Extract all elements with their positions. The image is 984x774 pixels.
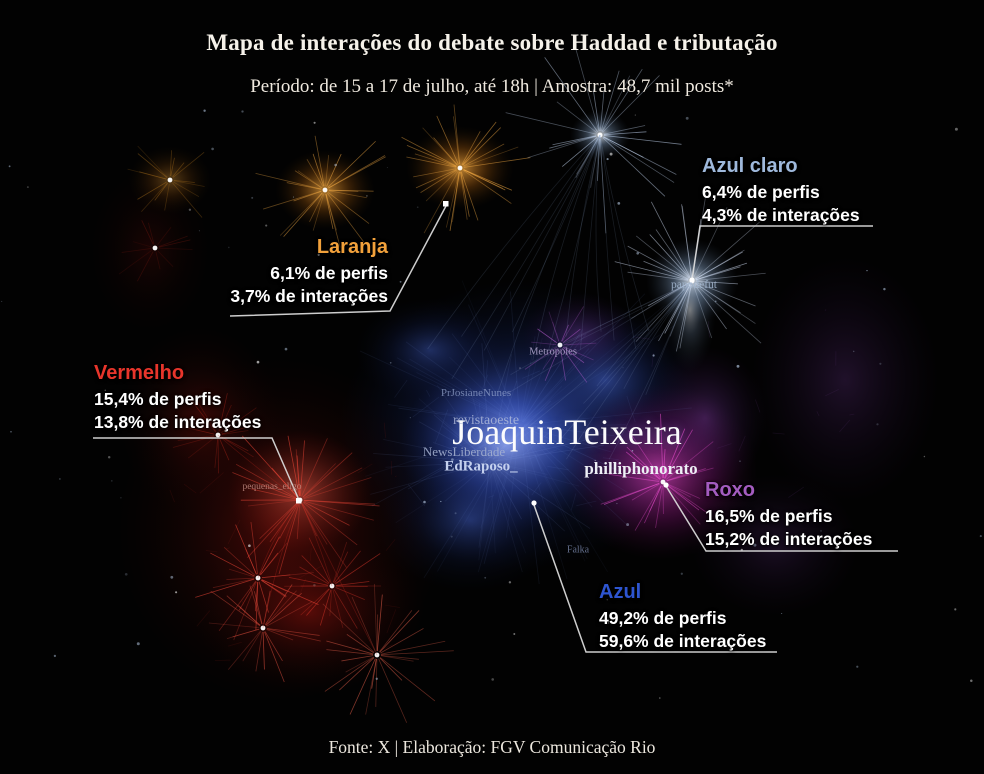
callout-endpoint-dot	[443, 201, 449, 207]
node-label-philliphonorato: philliphonorato	[584, 459, 698, 478]
callout-endpoints	[296, 201, 695, 506]
cluster-glows	[88, 110, 940, 705]
callout-endpoint-dot	[689, 277, 695, 283]
cluster-perfis-laranja: 6,1% de perfis	[270, 263, 388, 283]
cluster-name-roxo: Roxo	[705, 479, 755, 501]
callout-endpoint-dot	[296, 498, 302, 504]
cluster-annotation-roxo: Roxo 16,5% de perfis 15,2% de interações	[705, 479, 872, 551]
callout-line-azul-claro	[691, 225, 873, 281]
callout-line-vermelho	[93, 437, 300, 501]
callout-line-laranja	[229, 205, 447, 317]
cluster-interacoes-roxo: 15,2% de interações	[705, 529, 873, 549]
node-label-pequenas: pequenas_eligo	[242, 482, 302, 492]
page-title: Mapa de interações do debate sobre Hadda…	[206, 30, 778, 55]
callout-line-roxo	[665, 485, 898, 552]
cluster-interacoes-azul: 59,6% de interações	[599, 631, 767, 651]
node-label-revistaoeste: revistaoeste	[452, 413, 520, 428]
node-label-papodefut: papodefut	[671, 279, 717, 291]
cluster-annotation-laranja: Laranja 6,1% de perfis 3,7% de interaçõe…	[220, 236, 388, 308]
node-label-falka: Falka	[566, 544, 590, 556]
cluster-annotation-azul: Azul 49,2% de perfis 59,6% de interações	[599, 581, 766, 653]
node-label-edraposo: EdRaposo_	[444, 458, 518, 475]
source-credit: Fonte: X | Elaboração: FGV Comunicação R…	[328, 737, 656, 757]
node-label-newsliberdade: NewsLiberdade	[422, 444, 506, 459]
cluster-perfis-vermelho: 15,4% de perfis	[94, 389, 222, 409]
cluster-name-laranja: Laranja	[316, 236, 388, 258]
cluster-name-azul-claro: Azul claro	[702, 155, 798, 177]
cluster-interacoes-laranja: 3,7% de interações	[230, 286, 388, 306]
node-label-prjosiane: PrJosianeNunes	[440, 387, 512, 399]
node-label-metropoles: Metropoles	[529, 346, 577, 358]
cluster-perfis-azul-claro: 6,4% de perfis	[702, 182, 820, 202]
cluster-annotation-vermelho: Vermelho 15,4% de perfis 13,8% de intera…	[94, 362, 261, 434]
network-edges	[1, 42, 982, 723]
cluster-interacoes-azul-claro: 4,3% de interações	[702, 205, 860, 225]
cluster-name-azul: Azul	[599, 581, 642, 603]
page-subtitle: Período: de 15 a 17 de julho, até 18h | …	[250, 76, 734, 97]
callout-line-azul	[533, 504, 777, 653]
cluster-annotation-azul-claro: Azul claro 6,4% de perfis 4,3% de intera…	[702, 155, 860, 227]
cluster-perfis-roxo: 16,5% de perfis	[705, 506, 833, 526]
callout-lines	[93, 205, 898, 653]
cluster-name-vermelho: Vermelho	[94, 362, 185, 384]
cluster-interacoes-vermelho: 13,8% de interações	[94, 412, 262, 432]
callout-endpoint-dot	[531, 500, 537, 506]
callout-endpoint-dot	[663, 482, 669, 488]
node-label-main: JoaquinTeixeira	[452, 412, 682, 452]
cluster-perfis-azul: 49,2% de perfis	[599, 608, 727, 628]
